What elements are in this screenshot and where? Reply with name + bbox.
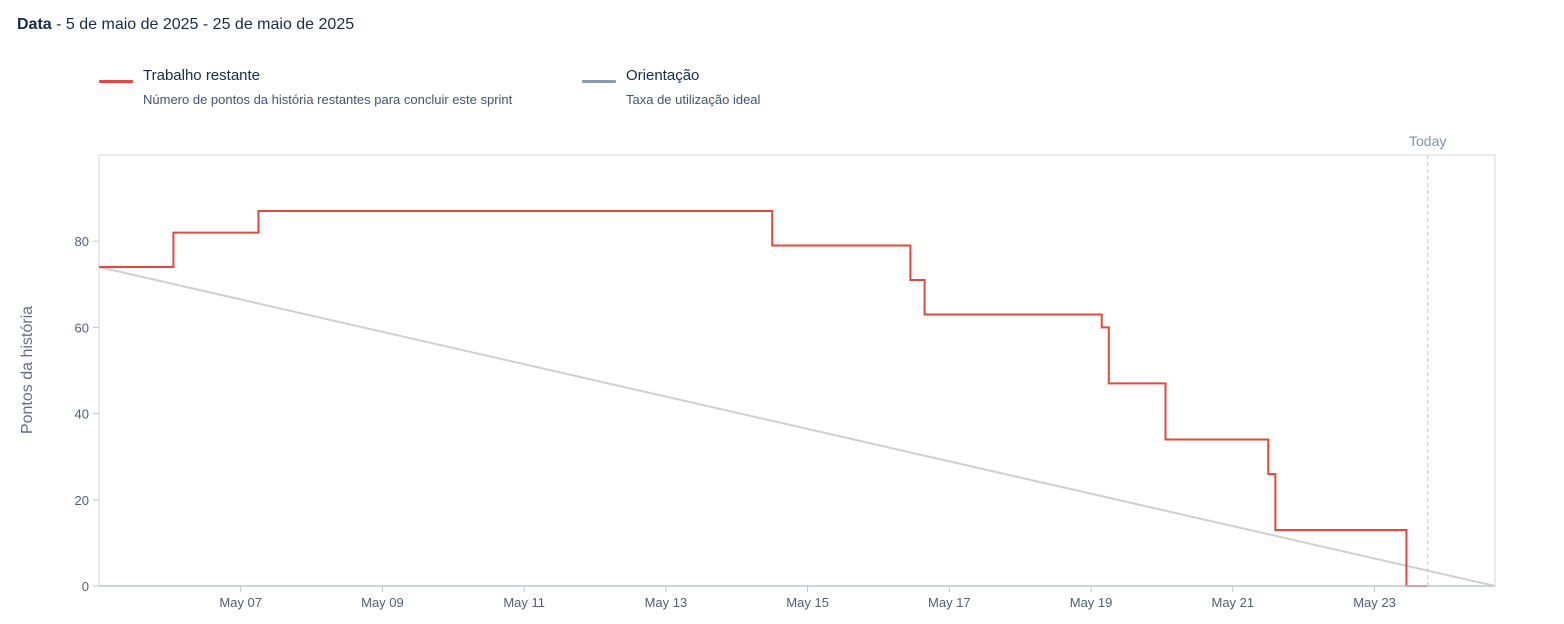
x-tick-label: May 11 <box>503 595 545 610</box>
x-tick-label: May 13 <box>645 595 688 610</box>
x-tick-label: May 17 <box>928 595 971 610</box>
x-tick-label: May 19 <box>1070 595 1113 610</box>
x-tick-label: May 15 <box>786 595 829 610</box>
y-tick-label: 20 <box>75 493 89 508</box>
legend-swatch-remaining-work <box>99 80 133 83</box>
date-label: Data <box>17 16 52 33</box>
y-axis: 0 20 40 60 80 <box>75 234 99 594</box>
legend-title: Orientação <box>626 67 700 84</box>
x-tick-label: May 21 <box>1211 595 1254 610</box>
y-tick-label: 40 <box>75 407 89 422</box>
y-axis-label: Pontos da história <box>19 306 36 434</box>
legend-description: Número de pontos da história restantes p… <box>143 92 513 107</box>
x-tick-label: May 09 <box>361 595 404 610</box>
series-group <box>98 210 1496 587</box>
date-range-value: - 5 de maio de 2025 - 25 de maio de 2025 <box>51 16 355 33</box>
today-marker: Today <box>1409 133 1446 586</box>
legend-description: Taxa de utilização ideal <box>626 92 761 107</box>
x-tick-label: May 23 <box>1353 595 1396 610</box>
series-line-remaining-work <box>99 210 1428 587</box>
y-tick-label: 80 <box>75 234 89 249</box>
today-label: Today <box>1409 133 1446 149</box>
plot-frame <box>98 154 1496 587</box>
legend-title: Trabalho restante <box>143 67 261 84</box>
series-line-guideline <box>98 266 1496 587</box>
y-tick-label: 60 <box>75 320 89 335</box>
legend-swatch-guideline <box>582 80 616 83</box>
x-axis: May 07 May 09 May 11 May 13 May 15 May 17 May … <box>219 586 1396 610</box>
x-tick-label: May 07 <box>219 595 262 610</box>
date-range: Data - 5 de maio de 2025 - 25 de maio de… <box>17 16 354 34</box>
y-tick-label: 0 <box>82 579 89 594</box>
